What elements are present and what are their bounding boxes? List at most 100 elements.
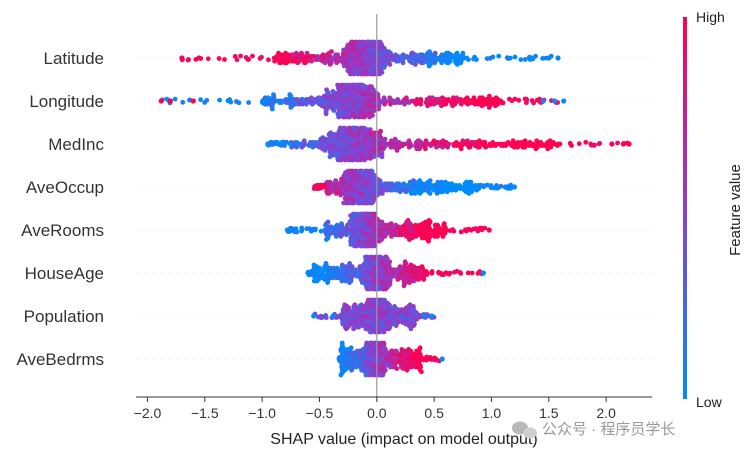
swarm-point <box>455 62 460 67</box>
swarm-point <box>449 181 455 187</box>
swarm-point <box>305 97 311 102</box>
swarm-point <box>367 114 372 120</box>
swarm-point <box>346 110 352 116</box>
swarm-point <box>366 265 371 271</box>
swarm-point <box>344 169 350 175</box>
swarm-point <box>406 144 412 150</box>
swarm-point <box>466 57 471 62</box>
swarm-point <box>366 285 371 291</box>
swarm-point <box>400 275 406 281</box>
swarm-point <box>520 144 526 150</box>
swarm-point <box>516 97 522 103</box>
swarm-point <box>402 259 408 265</box>
swarm-point <box>409 235 415 241</box>
swarm-point <box>486 93 492 99</box>
swarm-point <box>324 87 329 93</box>
swarm-point <box>325 280 330 285</box>
swarm-point <box>347 200 353 205</box>
swarm-point <box>540 56 545 61</box>
swarm-point <box>522 57 528 62</box>
swarm-point <box>435 234 440 239</box>
swarm-point <box>406 100 412 105</box>
swarm-point <box>486 105 492 110</box>
swarm-point <box>500 100 506 106</box>
swarm-point <box>299 227 305 233</box>
swarm-point <box>400 52 406 58</box>
swarm-point <box>288 141 293 147</box>
swarm-point <box>419 60 424 66</box>
swarm-point <box>378 128 384 134</box>
swarm-point <box>204 97 210 103</box>
swarm-point <box>429 52 434 58</box>
swarm-point <box>340 82 345 88</box>
swarm-point <box>421 277 427 282</box>
swarm-point <box>299 101 305 107</box>
swarm-point <box>510 138 516 144</box>
swarm-point <box>545 146 551 152</box>
swarm-point <box>321 93 327 99</box>
swarm-point <box>432 50 438 56</box>
swarm-point <box>339 221 344 227</box>
swarm-point <box>364 241 370 246</box>
swarm-point <box>349 170 355 175</box>
swarm-point <box>325 219 331 225</box>
swarm-point <box>342 229 348 235</box>
swarm-point <box>417 222 423 228</box>
swarm-point <box>367 219 372 225</box>
swarm-point <box>439 272 445 277</box>
swarm-point <box>356 173 362 179</box>
swarm-point <box>588 141 594 147</box>
swarm-point <box>172 96 178 102</box>
swarm-point <box>367 176 373 181</box>
swarm-point <box>300 97 305 102</box>
swarm-point <box>415 138 421 144</box>
swarm-point <box>356 195 362 201</box>
swarm-point <box>323 111 329 117</box>
swarm-point <box>347 58 353 64</box>
swarm-point <box>436 97 442 102</box>
swarm-point <box>365 63 371 69</box>
swarm-point <box>345 144 351 150</box>
swarm-point <box>348 71 353 77</box>
swarm-point <box>356 70 361 75</box>
swarm-point <box>390 54 395 59</box>
swarm-point <box>409 191 414 196</box>
outlier-point <box>158 98 164 104</box>
swarm-point <box>404 54 410 59</box>
swarm-point <box>327 95 332 101</box>
swarm-point <box>330 89 336 94</box>
swarm-point <box>418 101 423 107</box>
swarm-point <box>338 111 343 117</box>
swarm-point <box>205 56 211 62</box>
outlier-point <box>305 270 311 276</box>
swarm-point <box>331 265 337 271</box>
swarm-point <box>364 231 369 237</box>
swarm-point <box>522 138 528 144</box>
swarm-point <box>407 280 412 285</box>
swarm-point <box>399 232 404 238</box>
swarm-point <box>348 181 353 187</box>
outlier-point <box>529 55 535 61</box>
swarm-point <box>411 278 417 284</box>
outlier-point <box>429 270 435 276</box>
swarm-point <box>338 157 344 163</box>
swarm-point <box>278 60 284 66</box>
swarm-point <box>383 222 389 228</box>
swarm-point <box>382 101 387 107</box>
swarm-point <box>339 106 345 112</box>
swarm-point <box>385 181 391 187</box>
swarm-point <box>387 95 393 101</box>
swarm-point <box>342 93 348 99</box>
swarm-point <box>418 97 424 102</box>
swarm-point <box>435 57 441 62</box>
swarm-point <box>552 141 558 147</box>
swarm-point <box>271 92 276 97</box>
swarm-point <box>294 144 299 150</box>
swarm-point <box>311 278 317 284</box>
swarm-point <box>387 259 393 265</box>
swarm-point <box>458 186 464 192</box>
swarm-point <box>460 50 466 56</box>
swarm-point <box>527 140 533 145</box>
swarm-point <box>518 57 524 62</box>
